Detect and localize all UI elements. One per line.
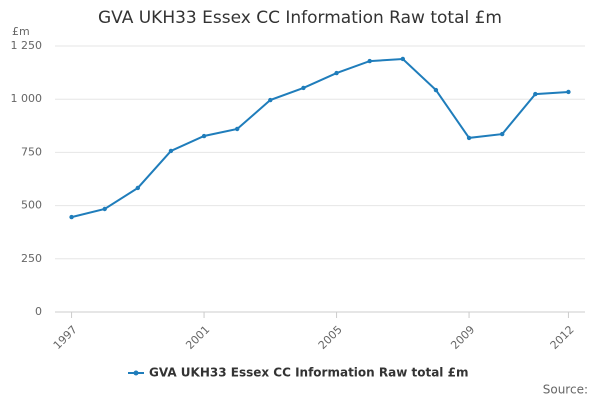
x-tick-label: 2001 (183, 323, 212, 352)
legend-label: GVA UKH33 Essex CC Information Raw total… (149, 366, 468, 380)
point (69, 214, 74, 220)
y-tick-label: 750 (21, 145, 42, 158)
point (268, 97, 273, 103)
chart-title: GVA UKH33 Essex CC Information Raw total… (98, 8, 502, 28)
point (400, 56, 406, 62)
point (433, 87, 439, 93)
point (102, 206, 107, 212)
source: Source: (543, 383, 588, 397)
point (168, 148, 174, 154)
x-tick-label: 2005 (316, 323, 345, 352)
x-tick-label: 1997 (51, 323, 80, 352)
point (533, 91, 538, 97)
y-tick-label: 1 000 (11, 92, 43, 105)
x-tick-label: 2012 (548, 323, 577, 352)
y-tick-label: 500 (21, 199, 42, 212)
y-tick-label: 250 (21, 252, 42, 265)
point (367, 58, 372, 64)
point (499, 131, 505, 137)
point (466, 135, 472, 141)
point (334, 70, 339, 76)
point (234, 126, 240, 132)
y-tick-label: 1 250 (11, 39, 43, 52)
point (566, 89, 571, 95)
x-tick-label: 2009 (448, 323, 477, 352)
point (201, 133, 207, 139)
y-tick-label: 0 (35, 305, 42, 318)
legend-swatch-point (133, 370, 139, 376)
point (301, 85, 306, 91)
y-axis-label: £m (12, 25, 30, 38)
line (71, 57, 569, 219)
point (135, 185, 141, 191)
